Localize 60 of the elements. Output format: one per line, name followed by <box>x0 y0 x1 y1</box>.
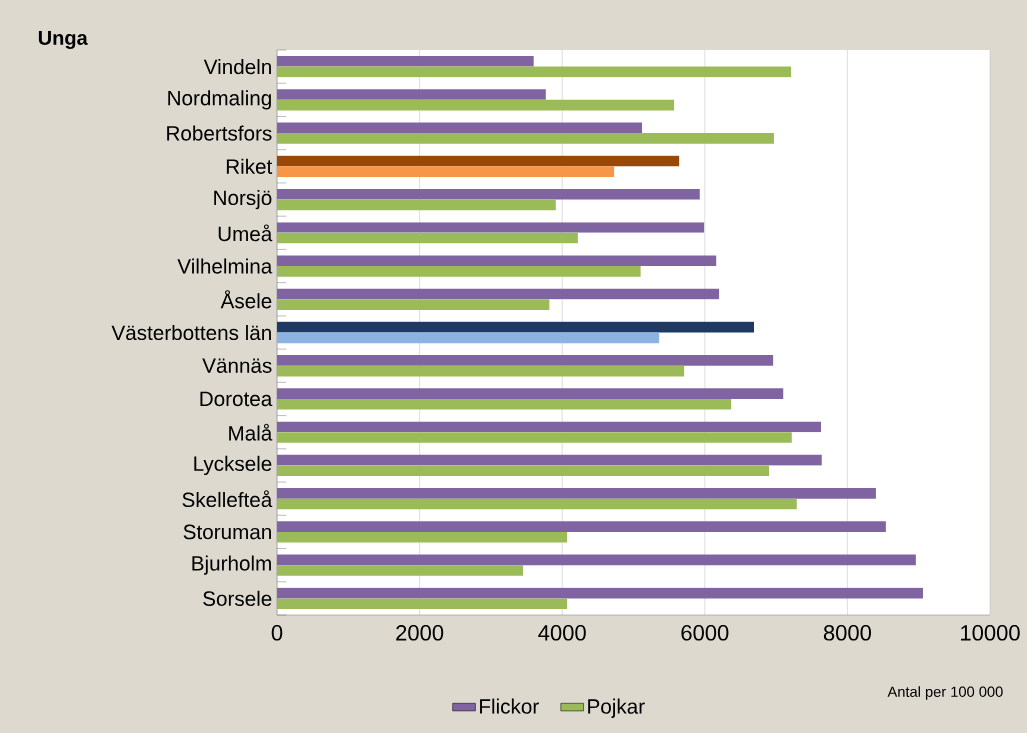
y-tick-label: Malå <box>229 423 273 441</box>
y-tick-label: Umeå <box>218 224 273 242</box>
bar <box>277 122 643 134</box>
x-tick-label: 4000 <box>538 625 586 641</box>
bar <box>277 266 641 277</box>
bar <box>277 89 546 100</box>
x-tick-label: 2000 <box>396 625 444 641</box>
bar <box>277 355 774 366</box>
y-tick-label: Åsele <box>220 290 272 309</box>
bar <box>277 531 568 543</box>
y-tick-label: Skellefteå <box>182 490 273 508</box>
bar <box>277 421 822 433</box>
bar <box>277 598 568 610</box>
bar <box>277 133 774 144</box>
bar <box>277 188 700 200</box>
bar <box>277 299 550 310</box>
x-tick-label: 8000 <box>823 625 872 641</box>
bar <box>277 565 523 576</box>
x-tick-label: 10000 <box>961 625 1020 641</box>
text: Unga <box>38 31 88 49</box>
bar <box>277 155 680 167</box>
y-tick-label: Dorotea <box>200 391 273 407</box>
bar <box>277 432 792 443</box>
legend-label: Flickor <box>480 698 539 714</box>
bar <box>277 498 797 510</box>
bar <box>277 332 660 344</box>
bar <box>277 199 556 211</box>
bar <box>277 365 685 377</box>
bar <box>277 465 769 477</box>
y-tick-label: Vindeln <box>203 59 271 75</box>
y-tick-label: Riket <box>226 158 273 174</box>
y-tick-label: Storuman <box>183 524 271 540</box>
y-tick-label: Bjurholm <box>192 555 271 575</box>
x-tick-label: 6000 <box>681 625 729 641</box>
bar <box>277 388 784 399</box>
y-tick-label: Robertsfors <box>167 125 272 141</box>
bar <box>277 521 886 532</box>
bar <box>277 232 578 244</box>
legend-label: Pojkar <box>588 698 645 718</box>
bar <box>277 488 876 499</box>
y-tick-label: Vännäs <box>202 358 272 373</box>
bar <box>277 398 732 410</box>
bar <box>277 587 923 599</box>
bar <box>277 166 615 177</box>
y-tick-label: Norsjö <box>214 189 272 210</box>
bar <box>277 99 675 111</box>
bar <box>277 288 720 300</box>
bar <box>277 454 822 466</box>
y-tick-label: Sorsele <box>203 590 272 606</box>
y-tick-label: Vilhelmina <box>177 258 273 274</box>
y-tick-label: Lycksele <box>194 455 272 476</box>
y-tick-label: Västerbottens län <box>111 324 271 341</box>
x-tick-label: 0 <box>271 625 283 641</box>
bar <box>277 255 717 267</box>
bar <box>277 55 534 67</box>
text: Antal per 100 000 <box>887 686 1003 700</box>
y-tick-label: Nordmaling <box>168 90 271 110</box>
bar <box>277 66 792 78</box>
bar <box>277 554 916 566</box>
bar <box>277 321 754 333</box>
